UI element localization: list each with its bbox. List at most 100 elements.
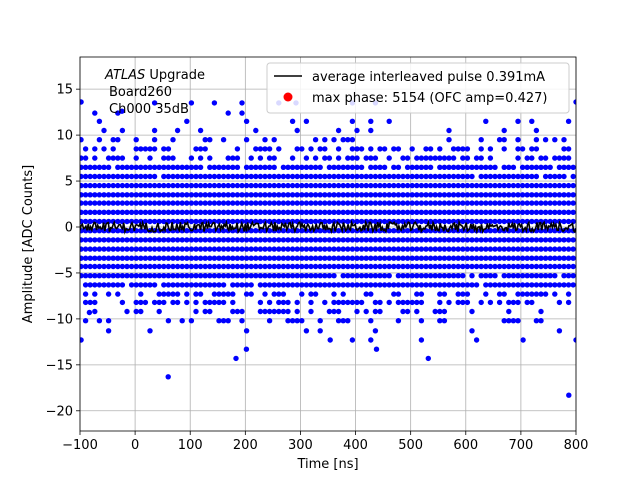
blue-point <box>285 237 291 243</box>
blue-point <box>303 282 310 288</box>
blue-point <box>211 263 218 270</box>
blue-point <box>335 209 342 215</box>
blue-point <box>271 137 277 143</box>
blue-point <box>147 328 153 334</box>
blue-point <box>340 209 346 215</box>
blue-point <box>239 263 245 270</box>
blue-point <box>501 209 507 215</box>
blue-point <box>400 155 406 161</box>
blue-point <box>533 182 540 189</box>
blue-point <box>381 173 388 180</box>
blue-point <box>271 308 277 315</box>
blue-point <box>239 318 245 324</box>
blue-point <box>437 255 443 261</box>
blue-point <box>414 308 420 315</box>
blue-point <box>225 164 231 170</box>
blue-point <box>573 99 576 105</box>
blue-point <box>349 337 356 343</box>
blue-point <box>326 209 333 215</box>
blue-point <box>243 282 250 288</box>
blue-point <box>542 237 549 243</box>
blue-point <box>409 164 415 170</box>
blue-point <box>124 173 130 180</box>
blue-point <box>82 209 89 215</box>
blue-point <box>276 237 282 243</box>
blue-point <box>473 263 480 270</box>
blue-point <box>441 200 448 206</box>
blue-point <box>202 273 208 279</box>
blue-point <box>400 237 406 243</box>
blue-point <box>271 237 277 243</box>
blue-point <box>96 282 103 288</box>
blue-point <box>552 246 558 252</box>
blue-point <box>427 192 434 198</box>
blue-point <box>211 200 218 206</box>
blue-point <box>423 263 429 270</box>
blue-point <box>220 173 227 180</box>
blue-point <box>322 155 328 161</box>
blue-point <box>368 246 374 252</box>
blue-point <box>105 200 112 206</box>
blue-point <box>322 218 328 225</box>
blue-point <box>372 209 379 215</box>
blue-point <box>483 192 489 198</box>
blue-point <box>280 282 287 288</box>
blue-point <box>220 209 227 215</box>
blue-point <box>207 273 213 279</box>
legend-entry-average-pulse: average interleaved pulse 0.391mA <box>312 70 545 85</box>
blue-point <box>170 173 176 180</box>
blue-point <box>395 164 402 170</box>
blue-point <box>248 291 254 297</box>
blue-point <box>437 155 443 161</box>
blue-point <box>138 192 144 198</box>
blue-point <box>285 246 291 252</box>
blue-point <box>427 146 434 152</box>
blue-point <box>105 182 112 189</box>
blue-point <box>253 200 259 206</box>
blue-point <box>395 192 402 198</box>
blue-point <box>464 282 471 288</box>
blue-point <box>87 200 93 206</box>
blue-point <box>432 173 438 180</box>
blue-point <box>349 263 356 270</box>
blue-point <box>349 173 356 180</box>
x-tick-label: 0 <box>131 438 139 453</box>
blue-point <box>151 246 158 252</box>
blue-point <box>294 237 300 243</box>
blue-point <box>220 182 227 189</box>
blue-point <box>506 164 512 170</box>
x-tick-label: −100 <box>62 438 98 453</box>
blue-point <box>345 237 351 243</box>
blue-point <box>391 164 397 170</box>
blue-point <box>234 164 241 170</box>
blue-point <box>92 110 98 116</box>
blue-point <box>119 164 126 170</box>
blue-point <box>133 209 139 215</box>
x-tick-label: 200 <box>233 438 258 453</box>
blue-point <box>312 192 319 198</box>
blue-point <box>170 237 176 243</box>
blue-point <box>138 246 144 252</box>
blue-point <box>92 155 98 161</box>
blue-point <box>197 155 204 161</box>
blue-point <box>515 273 521 279</box>
blue-point <box>322 246 328 252</box>
blue-point <box>529 200 535 206</box>
blue-point <box>197 246 204 252</box>
annotation-line-2: Board260 <box>109 85 172 100</box>
blue-point <box>363 263 369 270</box>
blue-point <box>381 246 388 252</box>
blue-point <box>105 273 112 279</box>
blue-point <box>524 173 530 180</box>
blue-point <box>404 299 411 306</box>
blue-point <box>202 255 208 261</box>
blue-point <box>427 209 434 215</box>
blue-point <box>133 192 139 198</box>
blue-point <box>216 246 222 252</box>
blue-point <box>96 255 103 261</box>
blue-point <box>331 246 337 252</box>
blue-point <box>538 237 544 243</box>
blue-point <box>234 155 241 161</box>
blue-point <box>170 263 176 270</box>
blue-point <box>455 282 461 288</box>
